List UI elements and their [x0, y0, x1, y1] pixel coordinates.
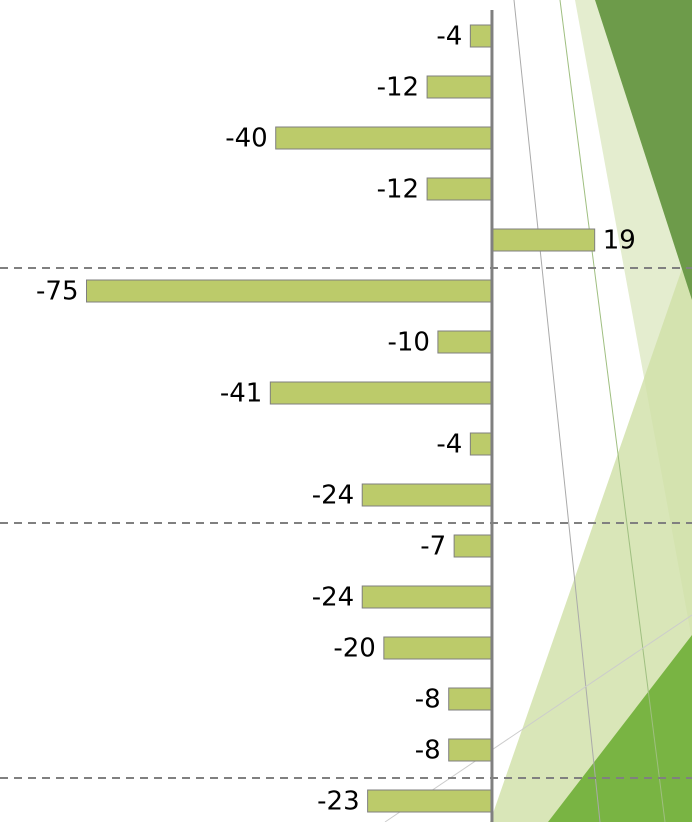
value-label: -23 — [317, 787, 359, 817]
background-decoration — [384, 0, 692, 822]
value-label: -4 — [436, 430, 462, 460]
bar — [469, 432, 493, 456]
bar — [383, 636, 493, 660]
value-label: -7 — [420, 532, 446, 562]
bar — [469, 24, 493, 48]
bar — [275, 126, 493, 150]
value-label: -75 — [36, 277, 78, 307]
bar — [448, 738, 493, 762]
bar — [361, 483, 493, 507]
value-label: -4 — [436, 22, 462, 52]
bar — [367, 789, 493, 813]
decor-line — [384, 614, 692, 822]
value-label: -8 — [415, 685, 441, 715]
value-label: -10 — [387, 328, 429, 358]
value-label: -24 — [312, 583, 354, 613]
value-label: 19 — [603, 226, 636, 256]
decor-shape — [548, 635, 692, 822]
bar — [426, 75, 493, 99]
value-label: -20 — [333, 634, 375, 664]
bar — [426, 177, 493, 201]
value-label: -12 — [377, 73, 419, 103]
bar — [269, 381, 493, 405]
value-label: -24 — [312, 481, 354, 511]
bar — [453, 534, 493, 558]
bar — [361, 585, 493, 609]
bar — [437, 330, 493, 354]
value-label: -41 — [220, 379, 262, 409]
bar — [448, 687, 493, 711]
decor-line — [513, 0, 601, 822]
decor-line — [559, 0, 666, 822]
bar — [86, 279, 493, 303]
decor-shape — [490, 240, 692, 822]
bar — [491, 228, 596, 252]
decor-shape — [595, 0, 692, 300]
value-label: -12 — [377, 175, 419, 205]
value-label: -40 — [225, 124, 267, 154]
value-label: -8 — [415, 736, 441, 766]
